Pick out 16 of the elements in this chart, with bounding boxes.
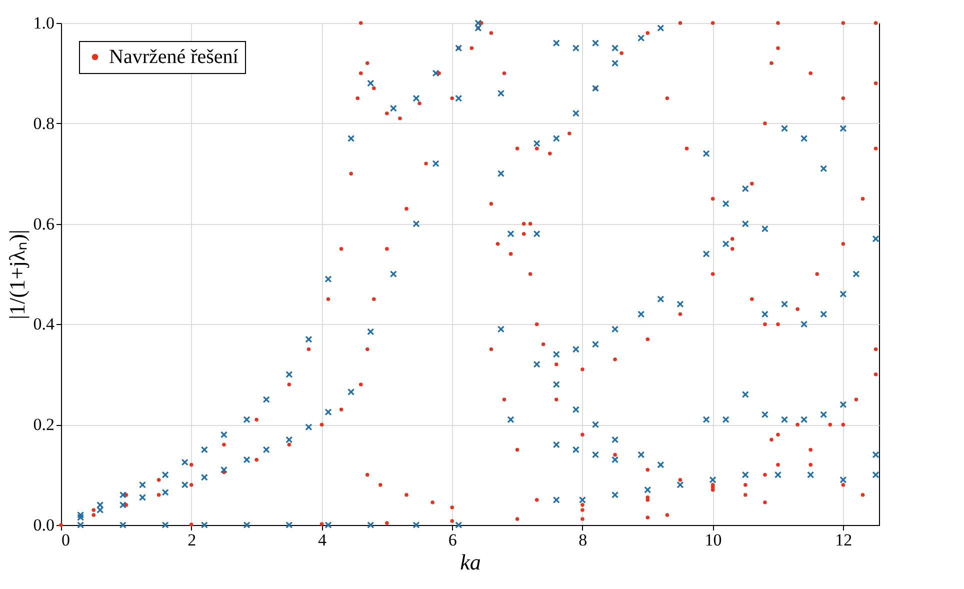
x-tick-label: 8	[578, 530, 588, 550]
y-axis-title: |1/(1+jλₙ)|	[4, 230, 30, 320]
legend-label: Navržené řešení	[109, 46, 239, 68]
x-tick-label: 2	[188, 530, 196, 550]
y-tick-label: 0.8	[33, 114, 54, 133]
x-tick-label: 10	[704, 530, 722, 550]
x-tick-label: 4	[318, 530, 327, 550]
y-tick-label: 0.2	[33, 415, 54, 434]
y-tick-label: 0.4	[33, 314, 55, 334]
y-tick-label: 0.0	[33, 516, 54, 534]
x-tick-label: 0	[62, 530, 70, 550]
x-tick-label: 12	[835, 530, 852, 550]
x-axis-title: ka	[460, 550, 481, 574]
x-tick-label: 6	[448, 530, 457, 550]
y-tick-label: 1.0	[33, 14, 54, 32]
y-tick-label: 0.6	[33, 214, 54, 234]
